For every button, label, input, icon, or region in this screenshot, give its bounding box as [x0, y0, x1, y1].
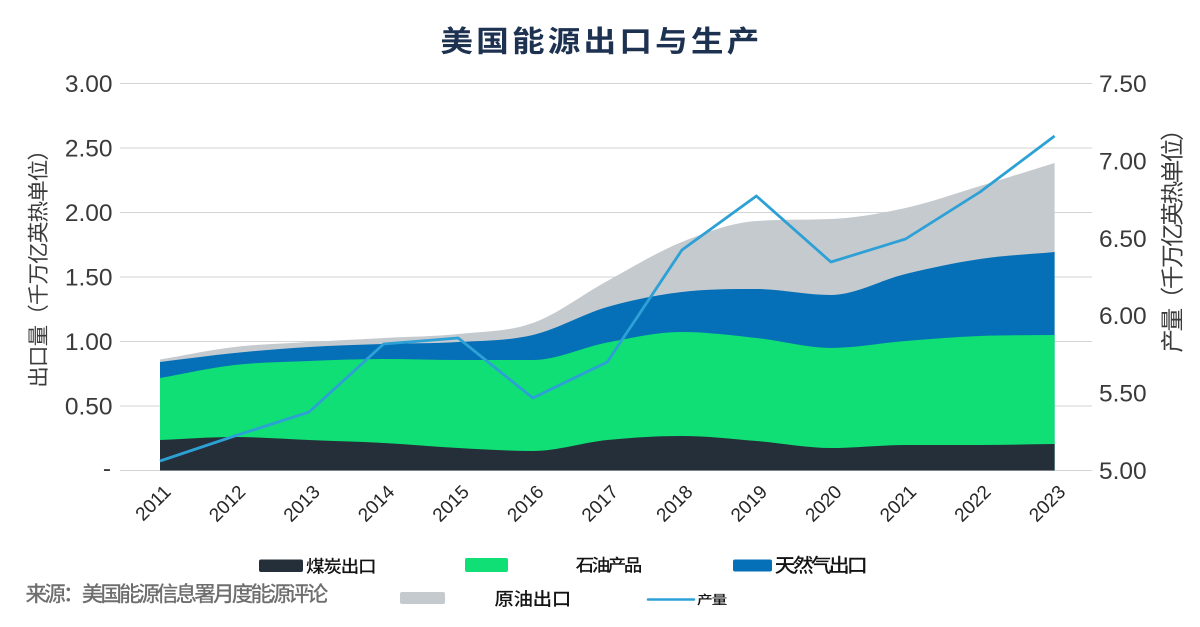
- svg-text:2012: 2012: [205, 482, 250, 527]
- svg-text:2013: 2013: [280, 482, 325, 527]
- svg-text:5.50: 5.50: [1099, 381, 1147, 408]
- svg-text:2019: 2019: [727, 482, 772, 527]
- svg-text:6.00: 6.00: [1099, 303, 1147, 330]
- svg-text:-: -: [103, 456, 111, 483]
- svg-text:1.50: 1.50: [65, 265, 113, 292]
- svg-text:2020: 2020: [802, 482, 847, 527]
- svg-text:0.50: 0.50: [65, 394, 113, 421]
- svg-text:2015: 2015: [429, 482, 474, 527]
- svg-text:2011: 2011: [132, 482, 176, 526]
- svg-text:2016: 2016: [504, 482, 549, 527]
- svg-text:7.50: 7.50: [1099, 71, 1147, 98]
- svg-text:1.00: 1.00: [65, 329, 113, 356]
- svg-text:2.00: 2.00: [65, 200, 113, 227]
- svg-text:2022: 2022: [951, 482, 996, 527]
- svg-text:2017: 2017: [578, 482, 623, 527]
- svg-text:6.50: 6.50: [1099, 226, 1147, 253]
- svg-text:2.50: 2.50: [65, 136, 113, 163]
- svg-text:2021: 2021: [876, 482, 921, 527]
- svg-text:2023: 2023: [1025, 482, 1070, 527]
- svg-text:2018: 2018: [653, 482, 698, 527]
- svg-text:2014: 2014: [354, 481, 399, 526]
- svg-text:5.00: 5.00: [1099, 458, 1147, 485]
- svg-text:7.00: 7.00: [1099, 148, 1147, 175]
- svg-text:3.00: 3.00: [65, 71, 113, 98]
